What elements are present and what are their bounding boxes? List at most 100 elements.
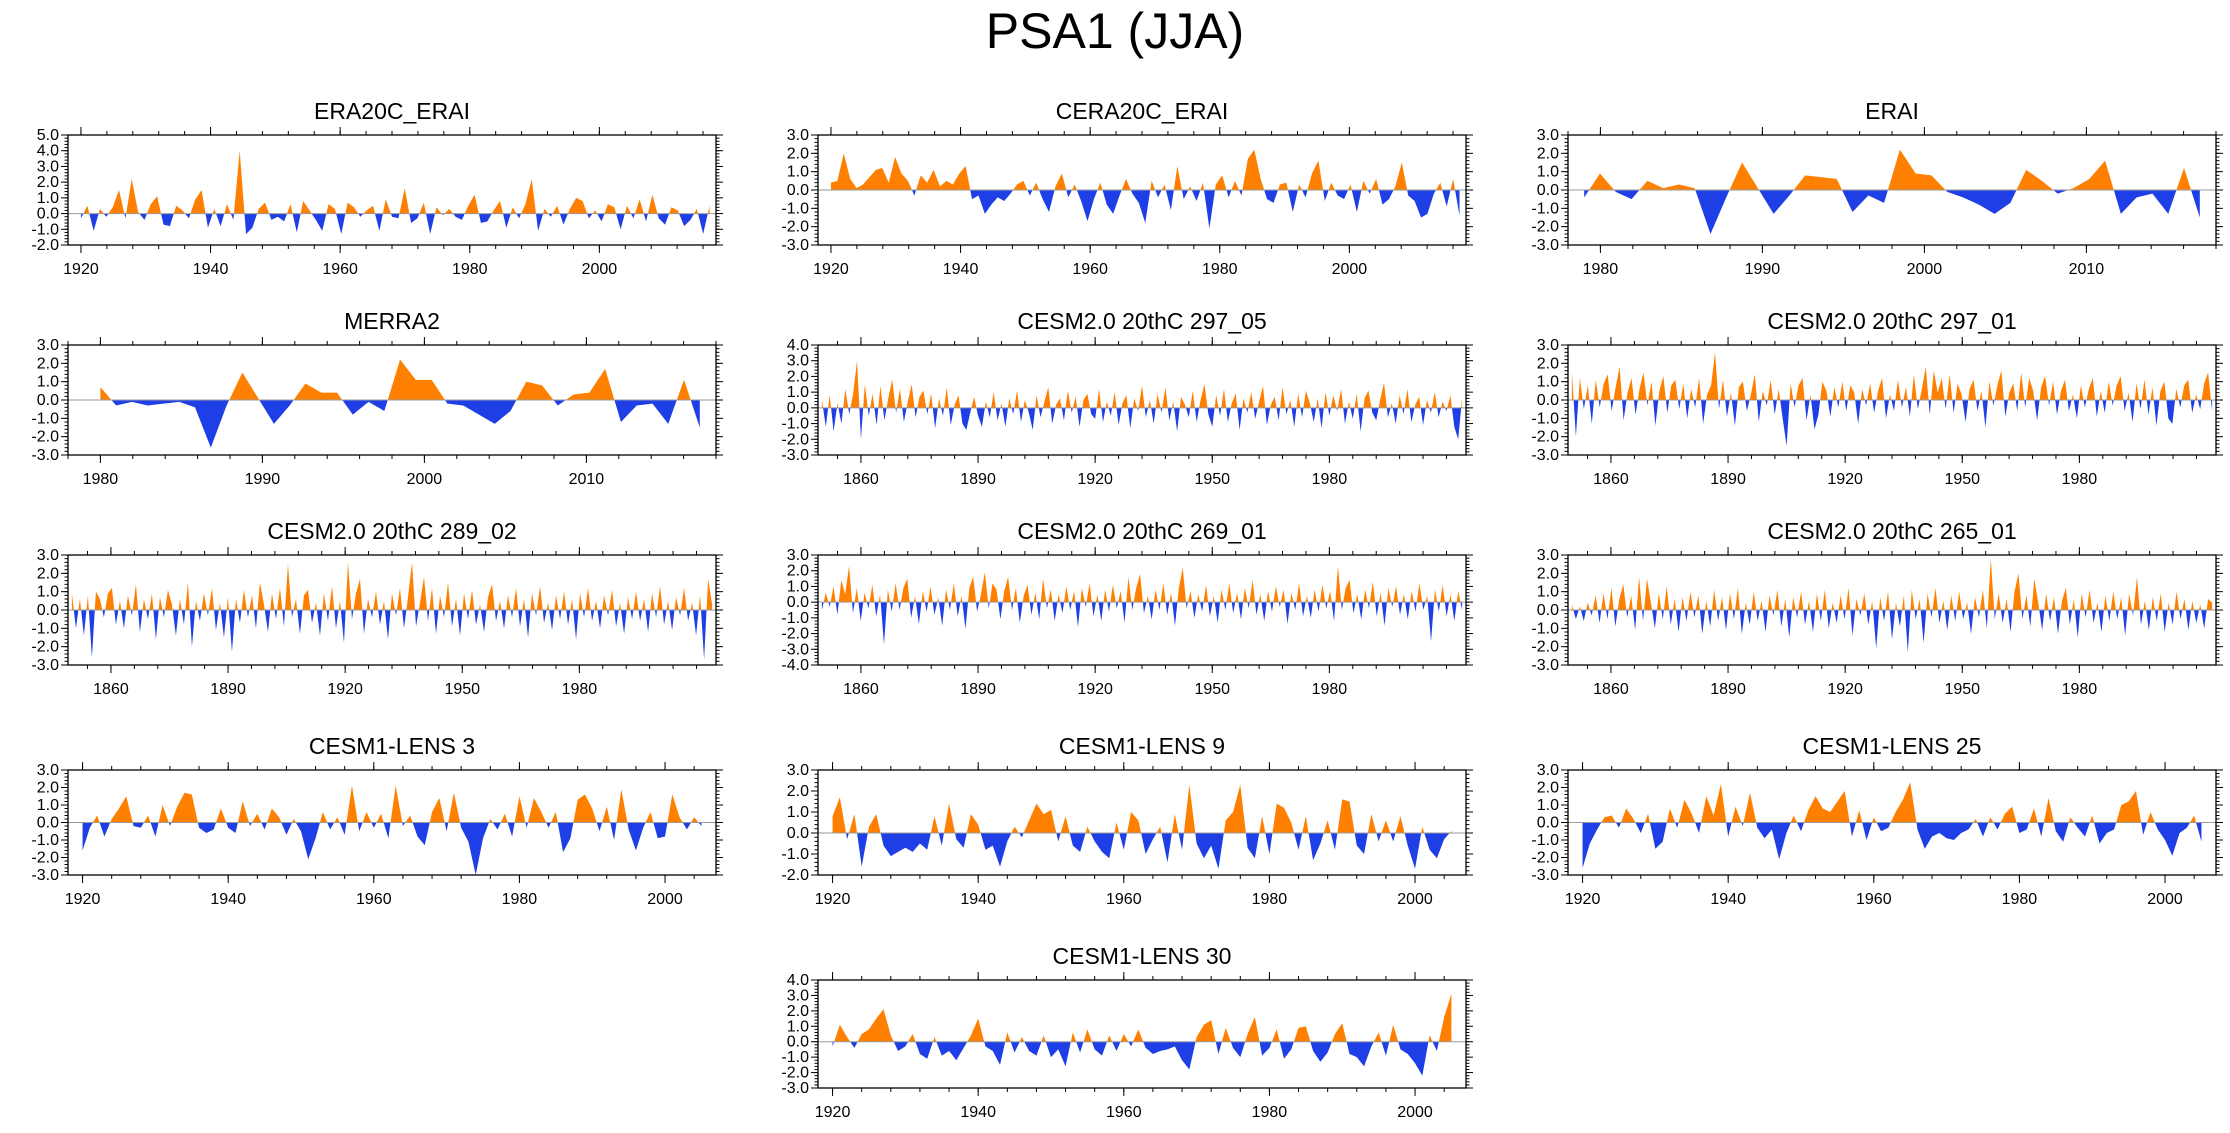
- y-tick-label: 2.0: [37, 565, 59, 582]
- plot-frame: [817, 979, 1467, 1089]
- y-tick-label: 0.0: [787, 1034, 809, 1051]
- x-tick-label: 2000: [1397, 1104, 1433, 1121]
- y-tick-label: 1.0: [1537, 797, 1559, 814]
- x-tick-label: 1980: [1583, 261, 1619, 278]
- x-tick-label: 1960: [1106, 1104, 1142, 1121]
- x-tick-label: 1920: [1565, 891, 1601, 908]
- x-tick-label: 1980: [2002, 891, 2038, 908]
- x-tick-label: 1890: [1710, 471, 1746, 488]
- y-tick-label: 3.0: [1537, 127, 1559, 144]
- positive-anomaly-area: [92, 785, 699, 823]
- x-tick-label: 1940: [960, 891, 996, 908]
- negative-anomaly-area: [823, 407, 1462, 440]
- x-tick-label: 1890: [960, 471, 996, 488]
- x-tick-label: 1980: [1252, 1104, 1288, 1121]
- x-tick-label: 2000: [1397, 891, 1433, 908]
- y-tick-label: -2.0: [1531, 429, 1559, 446]
- y-tick-label: 0.0: [787, 825, 809, 842]
- negative-anomaly-area: [1573, 400, 2213, 446]
- x-tick-label: 1960: [1072, 261, 1108, 278]
- panel-1: ERA20C_ERAI 5.04.03.02.01.00.0-1.0-2.0192…: [31, 98, 723, 278]
- x-tick-label: 1860: [843, 681, 879, 698]
- y-tick-label: 3.0: [787, 987, 809, 1004]
- x-tick-label: 2000: [2147, 891, 2183, 908]
- negative-anomaly-area: [111, 400, 700, 448]
- x-tick-label: 2000: [647, 891, 683, 908]
- y-tick-label: 0.0: [37, 815, 59, 832]
- panel-9: CESM2.0 20thC 265_01 3.02.0 1.00.0-1.0 -2.0…: [1531, 518, 2223, 698]
- y-tick-label: -2.0: [781, 219, 809, 236]
- x-tick-label: 1980: [83, 471, 119, 488]
- y-tick-label: 1.0: [1537, 164, 1559, 181]
- y-tick-label: 1.0: [37, 584, 59, 601]
- x-tick-label: 2000: [407, 471, 443, 488]
- x-tick-label: 1990: [245, 471, 281, 488]
- y-tick-label: -2.0: [31, 850, 59, 867]
- panel-title: CESM2.0 20thC 297_05: [1017, 308, 1266, 334]
- x-tick-label: 1960: [322, 261, 358, 278]
- negative-anomaly-area: [1582, 822, 2202, 868]
- x-tick-label: 1940: [943, 261, 979, 278]
- panel-3: ERAI 3.02.0 1.00.0-1.0 -2.0-3.0 1980 1990 2000…: [1531, 98, 2223, 278]
- positive-anomaly-area: [832, 784, 1452, 833]
- negative-anomaly-area: [911, 190, 1460, 229]
- y-tick-label: 1.0: [1537, 584, 1559, 601]
- y-tick-label: 1.0: [787, 804, 809, 821]
- panel-4: MERRA2 3.02.0 1.00.0-1.0 -2.0-3.0 1980 1990 20…: [31, 308, 723, 488]
- y-tick-label: 4.0: [787, 337, 809, 354]
- y-tick-label: -3.0: [31, 867, 59, 884]
- x-tick-label: 1980: [452, 261, 488, 278]
- y-tick-label: -1.0: [781, 846, 809, 863]
- y-tick-label: 1.0: [37, 374, 59, 391]
- y-tick-label: 3.0: [787, 353, 809, 370]
- positive-anomaly-area: [100, 359, 691, 400]
- negative-anomaly-area: [832, 1041, 1439, 1076]
- y-tick-label: 0.0: [37, 392, 59, 409]
- y-tick-label: 3.0: [787, 762, 809, 779]
- y-tick-label: 2.0: [787, 1003, 809, 1020]
- x-tick-label: 1960: [356, 891, 392, 908]
- panel-13: CESM1-LENS 30 4.03.02.01.00.0-1.0-2.0-3.0…: [781, 943, 1473, 1121]
- y-tick-label: 5.0: [37, 127, 59, 144]
- panel-title: CESM2.0 20thC 265_01: [1767, 518, 2016, 544]
- x-tick-label: 1860: [1593, 471, 1629, 488]
- y-tick-label: 2.0: [787, 145, 809, 162]
- y-tick-label: 3.0: [787, 547, 809, 564]
- y-tick-label: 0.0: [1537, 815, 1559, 832]
- y-tick-label: 3.0: [37, 158, 59, 175]
- positive-anomaly-area: [834, 993, 1452, 1042]
- x-tick-label: 2010: [2069, 261, 2105, 278]
- y-tick-label: -3.0: [781, 1080, 809, 1097]
- panel-title: CESM2.0 20thC 289_02: [267, 518, 516, 544]
- x-tick-label: 1980: [562, 681, 598, 698]
- x-tick-label: 1980: [1312, 681, 1348, 698]
- y-tick-label: 3.0: [787, 127, 809, 144]
- x-tick-label: 1920: [1077, 471, 1113, 488]
- panel-11: CESM1-LENS 9 3.0 2.0 1.0 0.0 -1.0 -2.0 1920 1940…: [781, 733, 1473, 908]
- y-tick-label: 0.0: [787, 400, 809, 417]
- y-tick-label: -3.0: [781, 447, 809, 464]
- y-tick-label: -2.0: [781, 1065, 809, 1082]
- x-tick-label: 1950: [1194, 471, 1230, 488]
- x-tick-label: 1950: [1944, 471, 1980, 488]
- x-tick-label: 1920: [815, 1104, 851, 1121]
- negative-anomaly-area: [821, 602, 1463, 645]
- positive-anomaly-area: [823, 566, 1461, 603]
- x-tick-label: 1920: [327, 681, 363, 698]
- x-tick-label: 1860: [843, 471, 879, 488]
- y-tick-label: 1.0: [37, 190, 59, 207]
- y-tick-label: 2.0: [37, 780, 59, 797]
- y-tick-label: 3.0: [37, 337, 59, 354]
- x-tick-label: 1890: [960, 681, 996, 698]
- negative-anomaly-area: [73, 610, 707, 660]
- panel-title: CERA20C_ERAI: [1056, 98, 1229, 124]
- y-tick-label: 2.0: [787, 783, 809, 800]
- x-tick-label: 1990: [1745, 261, 1781, 278]
- y-tick-label: -1.0: [1531, 620, 1559, 637]
- y-tick-label: -2.0: [31, 429, 59, 446]
- y-tick-label: 3.0: [1537, 762, 1559, 779]
- positive-anomaly-area: [821, 360, 1463, 408]
- y-tick-label: 2.0: [37, 355, 59, 372]
- x-tick-label: 1980: [2062, 681, 2098, 698]
- x-tick-label: 1980: [2062, 471, 2098, 488]
